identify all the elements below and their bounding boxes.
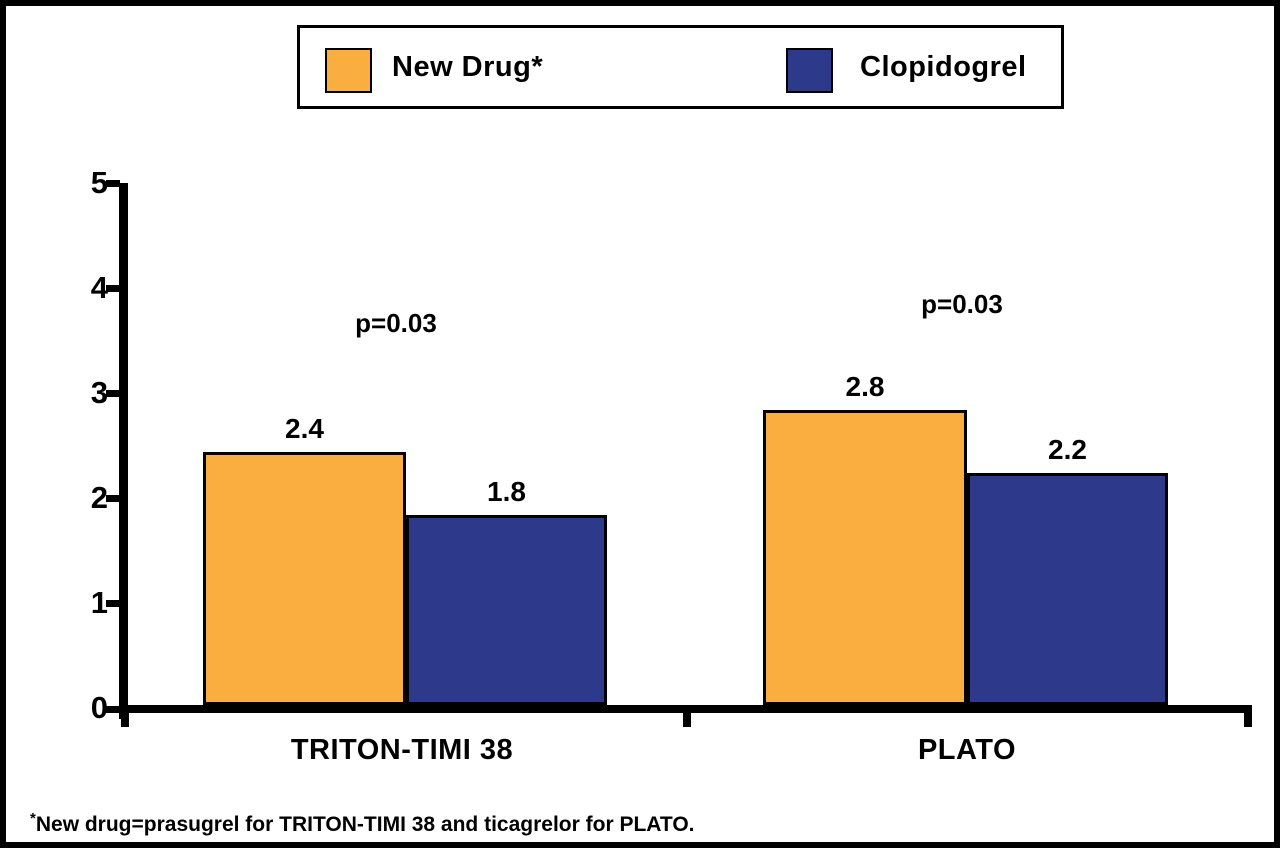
- x-tick-left: [121, 713, 129, 727]
- legend-swatch-new-drug: [325, 48, 372, 93]
- y-tick-label-2: 2: [90, 480, 108, 515]
- bar-new-drug-triton-timi-38: 2.4: [203, 415, 406, 705]
- y-tick-1: [106, 600, 120, 607]
- y-tick-label-4: 4: [90, 270, 108, 305]
- y-tick-0: [106, 706, 120, 713]
- footnote-asterisk: *: [30, 810, 36, 827]
- y-tick-label-5: 5: [90, 165, 108, 200]
- y-tick-4: [106, 285, 120, 292]
- legend-label-clopidogrel: Clopidogrel: [860, 51, 1027, 83]
- legend-swatch-clopidogrel: [786, 48, 833, 93]
- x-tick-middle: [683, 713, 691, 727]
- y-axis-line: [119, 183, 128, 719]
- bar-clopidogrel-plato: 2.2: [967, 436, 1168, 705]
- footnote: *New drug=prasugrel for TRITON-TIMI 38 a…: [30, 806, 695, 838]
- bar-value-label: 1.8: [487, 476, 526, 507]
- bar-value-label: 2.8: [845, 371, 885, 402]
- category-label-triton-timi-38: TRITON-TIMI 38: [290, 734, 514, 766]
- bar-value-label: 2.4: [285, 413, 324, 444]
- x-tick-right: [1244, 713, 1252, 727]
- y-tick-5: [106, 180, 120, 187]
- y-tick-2: [106, 495, 120, 502]
- bar-clopidogrel-triton-timi-38: 1.8: [406, 478, 607, 705]
- footnote-text: New drug=prasugrel for TRITON-TIMI 38 an…: [35, 813, 695, 836]
- x-axis-line: [119, 705, 1252, 713]
- p-value-triton-timi-38: p=0.03: [355, 308, 437, 338]
- legend-label-new-drug: New Drug*: [392, 51, 544, 83]
- y-tick-label-3: 3: [90, 375, 108, 410]
- category-label-plato: PLATO: [917, 734, 1017, 766]
- bar-new-drug-plato: 2.8: [763, 373, 967, 705]
- legend: New Drug* Clopidogrel: [297, 25, 1064, 109]
- y-tick-label-0: 0: [90, 690, 108, 725]
- bar-value-label: 2.2: [1048, 434, 1087, 465]
- y-tick-label-1: 1: [90, 585, 108, 620]
- p-value-plato: p=0.03: [921, 289, 1003, 319]
- y-tick-3: [106, 390, 120, 397]
